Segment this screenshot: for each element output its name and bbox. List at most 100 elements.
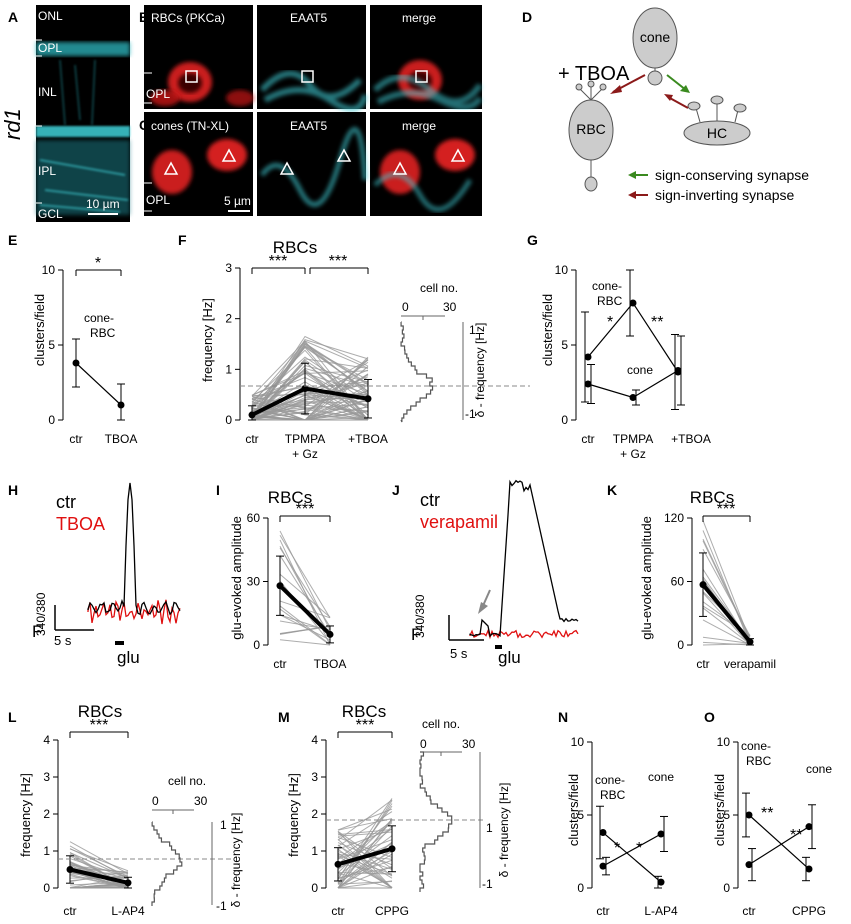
i-sig: *** — [296, 501, 315, 518]
n-ylabel: clusters/field — [566, 774, 581, 846]
cell-line — [337, 865, 393, 889]
cell-line — [69, 882, 129, 889]
o-sig-1: ** — [761, 805, 773, 822]
n-lab1-1: cone- — [595, 773, 625, 787]
cell-line — [69, 852, 129, 879]
f-sig-2: *** — [329, 253, 348, 270]
l-histogram — [151, 809, 213, 906]
ctr-trace — [469, 479, 579, 638]
series-line — [337, 846, 393, 867]
m-title: RBCs — [342, 702, 386, 721]
b-title-2: EAAT5 — [290, 11, 327, 25]
data-point — [657, 878, 665, 886]
j-scale-t: 5 s — [450, 646, 468, 661]
e-series-label-2: RBC — [90, 326, 116, 340]
f-cat-1b: + Gz — [292, 447, 318, 461]
y-tick-label: 5 — [577, 808, 584, 822]
y-tick-label: 0 — [225, 413, 232, 427]
f-hist-ytick-1: 1 — [469, 323, 476, 337]
cell-line — [279, 639, 331, 646]
cell-line — [702, 520, 751, 641]
m-ylabel: frequency [Hz] — [286, 773, 301, 857]
h-scale-t: 5 s — [54, 633, 72, 648]
hist-bars — [419, 751, 453, 892]
j-fsig: F — [411, 625, 421, 644]
j-legend-ctr: ctr — [420, 490, 440, 510]
b-title-3: merge — [402, 11, 436, 25]
panel-i-label: I — [216, 482, 220, 498]
y-tick-label: 4 — [43, 733, 50, 747]
h-stim: glu — [117, 648, 140, 667]
g-cat-0: ctr — [581, 432, 594, 446]
data-point — [599, 829, 607, 837]
f-hist-tick-30: 30 — [443, 300, 457, 314]
l-hist-ytick-1: 1 — [220, 818, 227, 832]
cell-line — [337, 821, 393, 859]
y-tick-label: 2 — [225, 312, 232, 326]
m-cat-0: ctr — [331, 904, 344, 918]
chart-l: 0 1 2 3 4 — [43, 733, 232, 895]
g-sig-1: * — [607, 314, 613, 331]
m-hist-xlabel: cell no. — [422, 717, 460, 731]
data-point — [745, 811, 753, 819]
g-ylabel: clusters/field — [540, 294, 555, 366]
cell-line — [337, 844, 393, 879]
cell-line — [279, 608, 331, 646]
l-cat-1: L-AP4 — [111, 904, 145, 918]
data-point — [746, 638, 754, 646]
g-lab1-1: cone- — [592, 279, 622, 293]
o-lab1-2: RBC — [746, 754, 772, 768]
y-tick-label: 5 — [723, 808, 730, 822]
o-lab1-1: cone- — [741, 739, 771, 753]
n-lab2: cone — [648, 770, 674, 784]
f-hist-tick-0: 0 — [402, 300, 409, 314]
m-hist-tick-0: 0 — [420, 737, 427, 751]
chart-f: 0 1 2 3 — [225, 261, 530, 427]
cell-line — [251, 343, 369, 419]
cone-label: cone — [640, 29, 671, 45]
data-point — [629, 299, 637, 307]
layer-ipl: IPL — [38, 164, 56, 178]
m-sig: *** — [356, 717, 375, 734]
cell-line — [702, 530, 751, 645]
y-tick-label: 0 — [48, 413, 55, 427]
arrow-head — [478, 602, 488, 614]
f-cat-1: TPMPA — [285, 432, 325, 446]
y-tick-label: 1 — [43, 844, 50, 858]
m-hist-tick-30: 30 — [462, 737, 476, 751]
panel-l-label: L — [8, 709, 17, 725]
i-ylabel: glu-evoked amplitude — [229, 516, 244, 640]
rd1-label: rd1 — [0, 108, 25, 140]
series-line — [587, 301, 679, 373]
series-line — [748, 814, 810, 870]
chart-i: 0 30 60 — [247, 511, 334, 652]
y-tick-label: 30 — [247, 575, 261, 589]
f-hist-ytick-m1: -1 — [465, 407, 476, 421]
e-ylabel: clusters/field — [32, 294, 47, 366]
f-ylabel: frequency [Hz] — [200, 298, 215, 382]
glu-bar — [115, 641, 124, 645]
y-tick-label: 1 — [311, 844, 318, 858]
cell-line — [337, 818, 393, 831]
cell-line — [69, 841, 129, 875]
cell-line — [337, 799, 393, 841]
y-tick-label: 3 — [43, 770, 50, 784]
data-point — [674, 367, 682, 374]
tboa-label: + TBOA — [558, 63, 630, 85]
series-line — [602, 832, 662, 883]
panel-h-label: H — [8, 482, 18, 498]
legend-conserving: sign-conserving synapse — [655, 167, 809, 183]
c-title-2: EAAT5 — [290, 119, 327, 133]
layer-onl: ONL — [38, 9, 63, 23]
panel-a-label: A — [8, 9, 18, 25]
y-tick-label: 0 — [577, 881, 584, 895]
g-lab2: cone — [627, 363, 653, 377]
k-title: RBCs — [690, 488, 734, 507]
panel-f-label: F — [178, 232, 187, 248]
cell-line — [279, 573, 331, 618]
cell-line — [337, 842, 393, 866]
l-hist-xlabel: cell no. — [168, 774, 206, 788]
y-tick-label: 4 — [311, 733, 318, 747]
series-line — [701, 583, 752, 644]
k-cat-0: ctr — [696, 657, 709, 671]
